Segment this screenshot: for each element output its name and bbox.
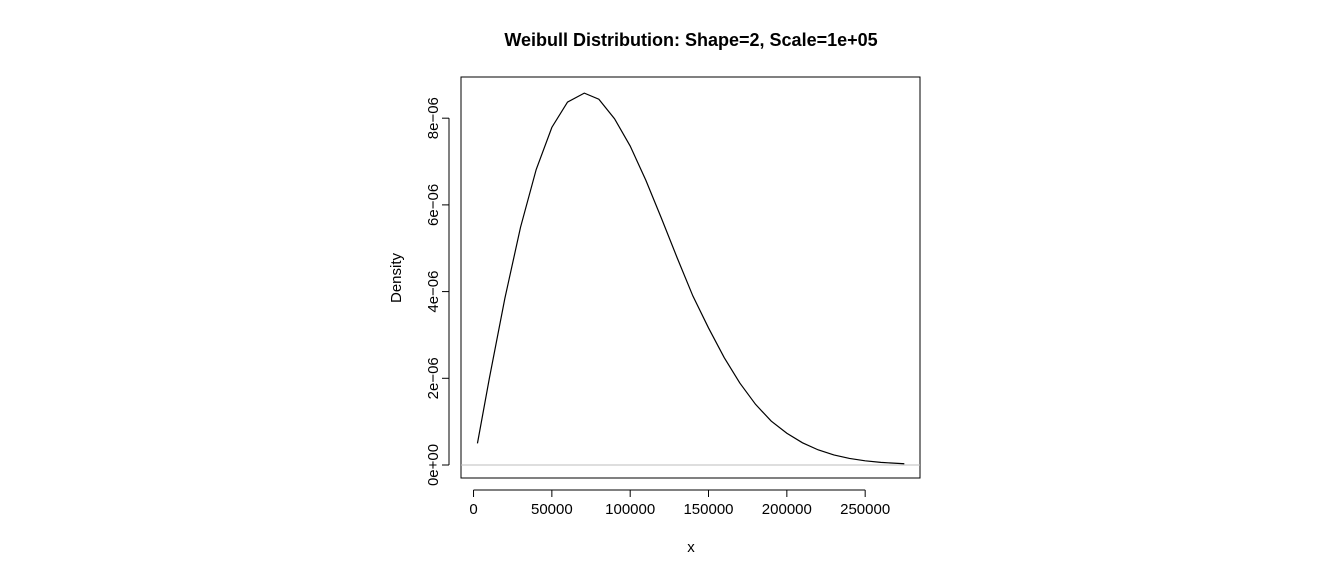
y-tick-label: 0e+00	[425, 444, 442, 486]
x-axis: 0 50000 100000 150000 200000 250000	[469, 489, 890, 518]
x-axis-label: x	[687, 539, 695, 556]
x-tick-label: 250000	[840, 501, 890, 518]
y-axis-label: Density	[388, 252, 405, 303]
x-tick-label: 50000	[531, 501, 573, 518]
x-tick-label: 100000	[605, 501, 655, 518]
x-tick-label: 150000	[683, 501, 733, 518]
y-tick-label: 2e−06	[425, 357, 442, 399]
y-axis: 0e+00 2e−06 4e−06 6e−06 8e−06	[425, 97, 450, 486]
x-tick-label: 200000	[762, 501, 812, 518]
density-curve	[476, 92, 905, 465]
plot-frame	[460, 76, 921, 479]
x-tick-label: 0	[469, 501, 477, 518]
y-tick-label: 8e−06	[425, 97, 442, 139]
y-tick-label: 6e−06	[425, 184, 442, 226]
y-tick-label: 4e−06	[425, 271, 442, 313]
chart-title: Weibull Distribution: Shape=2, Scale=1e+…	[504, 30, 877, 50]
